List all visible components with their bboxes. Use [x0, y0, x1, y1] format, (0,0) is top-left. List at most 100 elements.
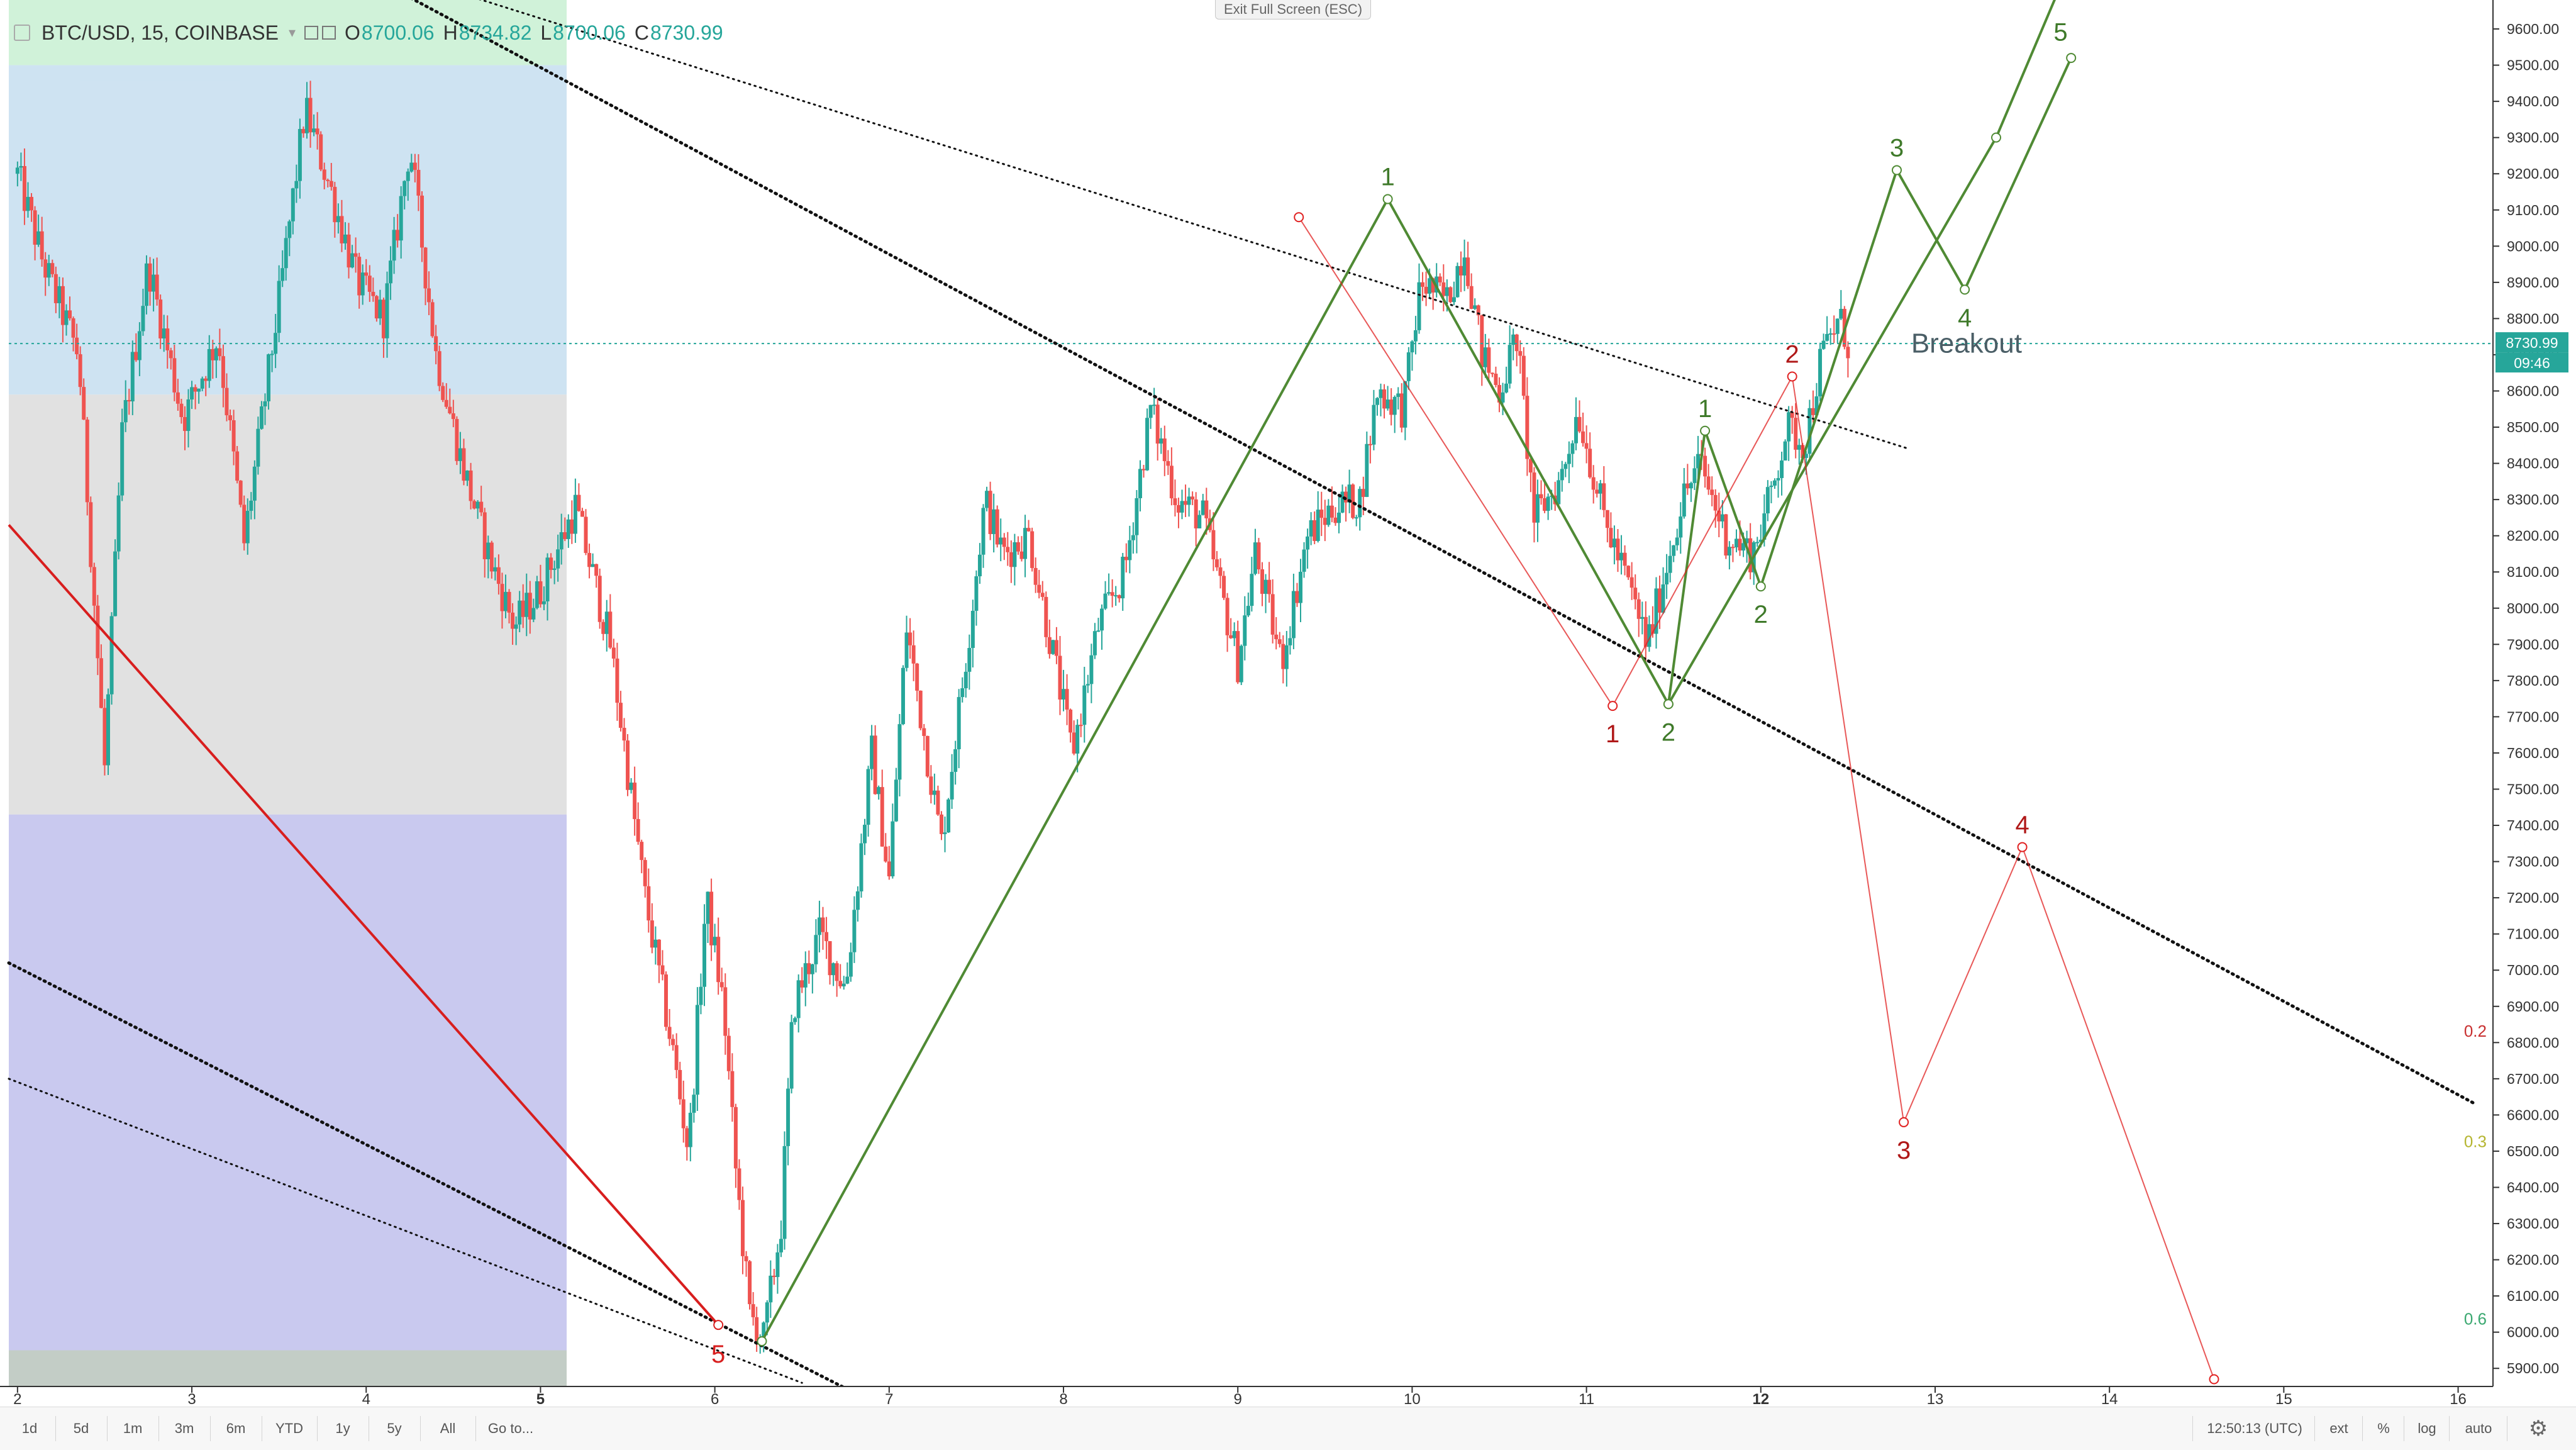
- wave-label: 5: [2053, 18, 2067, 46]
- candle: [50, 259, 55, 277]
- low-label: L: [540, 21, 552, 44]
- candle: [730, 1053, 735, 1122]
- candle: [563, 517, 567, 542]
- candle: [531, 598, 536, 623]
- candle: [1229, 618, 1233, 639]
- candle: [1626, 565, 1631, 580]
- candle: [399, 186, 403, 259]
- candle: [1570, 440, 1575, 467]
- red-wave-handle[interactable]: [2209, 1374, 2219, 1385]
- green-subwave-handle[interactable]: [2066, 53, 2077, 64]
- candle: [30, 192, 34, 222]
- range-button-ytd[interactable]: YTD: [275, 1420, 303, 1436]
- collapse-icon[interactable]: [14, 25, 30, 41]
- chevron-down-icon[interactable]: ▾: [288, 25, 296, 40]
- range-button-1m[interactable]: 1m: [123, 1420, 143, 1436]
- candle: [796, 974, 801, 1033]
- candle: [793, 1016, 797, 1025]
- candle: [479, 486, 484, 516]
- candle: [1643, 601, 1648, 662]
- candle: [1253, 528, 1257, 576]
- mid-descending-dotted[interactable]: [401, 0, 2477, 1106]
- countdown-value: 09:46: [2514, 355, 2550, 371]
- candle: [113, 539, 118, 616]
- candle: [1225, 593, 1230, 652]
- candle: [85, 416, 89, 516]
- upper-channel-dotted[interactable]: [436, 0, 1910, 450]
- y-tick-label: 7500.00: [2507, 781, 2559, 797]
- range-button-5y[interactable]: 5y: [387, 1420, 402, 1436]
- candle: [1525, 377, 1530, 476]
- log-toggle[interactable]: log: [2418, 1420, 2436, 1436]
- green-subwave-handle[interactable]: [1892, 165, 1902, 176]
- axes[interactable]: 5900.00 6000.00 6100.00 6200.00 6300.00 6400.…: [0, 0, 2576, 1408]
- percent-toggle[interactable]: %: [2377, 1420, 2390, 1436]
- green-subwave-handle[interactable]: [1700, 425, 1711, 436]
- settings-box-icon[interactable]: [304, 26, 319, 40]
- close-box-icon[interactable]: [322, 26, 336, 40]
- candle: [528, 581, 532, 634]
- candle: [1184, 484, 1188, 517]
- candle: [1169, 447, 1174, 506]
- y-tick-label: 6100.00: [2507, 1288, 2559, 1304]
- candle: [367, 265, 372, 302]
- trend-lines[interactable]: [7, 0, 2477, 1392]
- y-tick-label: 9200.00: [2507, 165, 2559, 182]
- range-button-1d[interactable]: 1d: [21, 1420, 38, 1436]
- candle: [204, 376, 208, 396]
- green-primary-path[interactable]: [760, 0, 2060, 1342]
- green-subwave-handle[interactable]: [1960, 284, 1970, 295]
- lower-dotted-2[interactable]: [8, 1078, 803, 1384]
- green-subwave-path[interactable]: [1667, 57, 2073, 705]
- red-trendline[interactable]: [8, 524, 719, 1326]
- candle: [315, 112, 319, 150]
- candle: [1452, 281, 1456, 306]
- green-subwave-handle[interactable]: [1755, 581, 1766, 592]
- range-button-all[interactable]: All: [440, 1420, 456, 1436]
- green-primary-handle[interactable]: [1991, 132, 2001, 143]
- exit-fullscreen-button[interactable]: Exit Full Screen (ESC): [1215, 0, 1371, 20]
- symbol-legend[interactable]: BTC/USD, 15, COINBASE ▾ O 8700.06 H 8734…: [14, 18, 723, 48]
- candle: [353, 237, 358, 273]
- gear-icon[interactable]: ⚙: [2528, 1417, 2548, 1441]
- x-tick-label: 10: [1404, 1391, 1421, 1408]
- goto-button[interactable]: Go to...: [487, 1420, 534, 1436]
- candle: [120, 408, 125, 501]
- red-wave-handle[interactable]: [1787, 371, 1797, 382]
- candle: [1811, 390, 1815, 423]
- red-wave-handle[interactable]: [1294, 212, 1304, 223]
- annotation-text: Breakout: [1911, 328, 2022, 359]
- candle: [1218, 558, 1223, 589]
- candle: [1323, 499, 1327, 542]
- green-primary-handle[interactable]: [757, 1336, 767, 1347]
- x-tick-label: 9: [1234, 1391, 1242, 1408]
- red-wave-handle[interactable]: [2017, 842, 2028, 852]
- red-wave-handle[interactable]: [1607, 701, 1618, 711]
- candle: [953, 740, 958, 785]
- range-button-6m[interactable]: 6m: [226, 1420, 246, 1436]
- candle: [566, 514, 570, 548]
- auto-toggle[interactable]: auto: [2465, 1420, 2492, 1436]
- candle: [1138, 460, 1142, 512]
- wave-drawings[interactable]: [757, 0, 2219, 1385]
- red-wave-handle[interactable]: [1899, 1117, 1909, 1127]
- candle: [1595, 481, 1599, 498]
- ext-toggle[interactable]: ext: [2329, 1420, 2348, 1436]
- green-subwave-handle[interactable]: [1663, 699, 1674, 710]
- green-primary-handle[interactable]: [1382, 194, 1393, 204]
- range-button-5d[interactable]: 5d: [73, 1420, 89, 1436]
- candle: [1612, 525, 1616, 565]
- lower-dotted-1[interactable]: [7, 961, 851, 1392]
- red-wave-path[interactable]: [1298, 216, 2215, 1380]
- range-button-3m[interactable]: 3m: [174, 1420, 194, 1436]
- candle: [1009, 540, 1013, 583]
- candle: [1274, 617, 1279, 650]
- trendline-handle[interactable]: [713, 1320, 724, 1330]
- candle: [1013, 533, 1017, 586]
- y-tick-label: 8000.00: [2507, 600, 2559, 616]
- candle: [374, 295, 379, 322]
- range-button-1y[interactable]: 1y: [335, 1420, 350, 1436]
- candle: [1019, 536, 1024, 562]
- candle: [1385, 386, 1390, 411]
